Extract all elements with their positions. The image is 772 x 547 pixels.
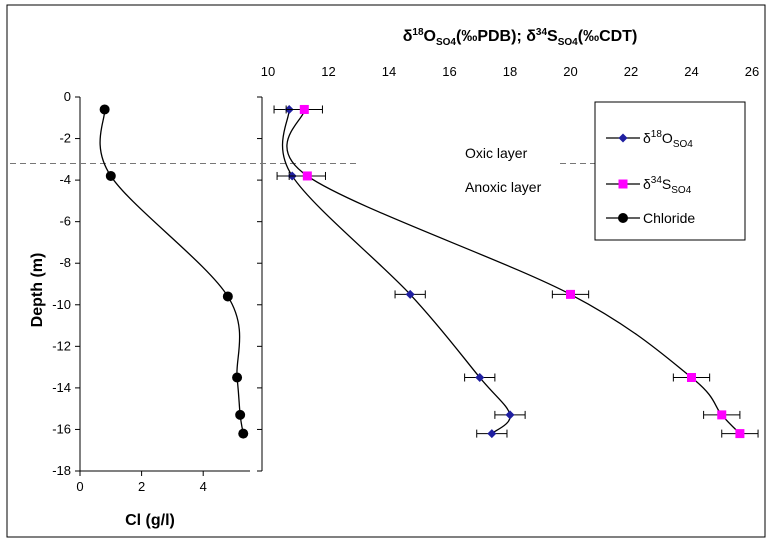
y-tick-label: -10: [52, 297, 71, 312]
oxic-layer-label: Oxic layer: [465, 145, 528, 161]
y-tick-label: 0: [64, 89, 71, 104]
isotope-x-tick-label: 24: [684, 64, 698, 79]
legend-chloride-marker: [618, 213, 628, 223]
legend-d34s-marker: [618, 179, 628, 189]
d34s-point: [735, 429, 745, 439]
chloride-point: [105, 170, 116, 181]
d34s-point: [302, 171, 312, 181]
d34s-point: [566, 289, 575, 299]
isotope-x-tick-label: 18: [503, 64, 517, 79]
chloride-point: [99, 104, 110, 115]
chloride-x-tick-label: 2: [138, 479, 145, 494]
d18o-point: [487, 429, 497, 439]
y-tick-label: -18: [52, 463, 71, 478]
chloride-x-axis-title: Cl (g/l): [125, 512, 175, 529]
isotope-x-tick-label: 22: [624, 64, 638, 79]
isotope-x-tick-label: 12: [321, 64, 335, 79]
chloride-x-tick-label: 4: [200, 479, 207, 494]
isotope-x-tick-label: 10: [261, 64, 275, 79]
d34s-point: [687, 373, 696, 382]
y-axis-title: Depth (m): [29, 253, 46, 328]
y-tick-label: -4: [59, 172, 71, 187]
isotope-x-tick-label: 20: [563, 64, 577, 79]
d18o-point: [475, 373, 485, 382]
chloride-point: [222, 291, 233, 302]
isotope-x-tick-label: 14: [382, 64, 396, 79]
y-tick-label: -8: [59, 255, 71, 270]
series-layer: [99, 104, 759, 439]
isotope-axis-title: δ18OSO4(‰PDB); δ34SSO4(‰CDT): [403, 27, 638, 48]
legend: δ18OSO4 δ34SSO4 Chloride: [594, 101, 746, 241]
legend-d18o-marker: [618, 133, 628, 143]
chloride-point: [235, 409, 246, 420]
chloride-x-tick-label: 0: [76, 479, 83, 494]
y-tick-label: -12: [52, 338, 71, 353]
chloride-axes: 0 -2 -4 -6 -8 -10 -12 -14 -16 -18 0 2 4: [52, 89, 250, 494]
y-tick-label: -6: [59, 214, 71, 229]
d34s-point: [717, 410, 727, 420]
legend-label: δ18OSO4: [643, 129, 693, 150]
isotope-x-tick-label: 26: [745, 64, 759, 79]
legend-label: Chloride: [643, 210, 695, 226]
anoxic-layer-label: Anoxic layer: [465, 179, 542, 195]
isotope-x-tick-label: 16: [442, 64, 456, 79]
y-tick-label: -2: [59, 131, 71, 146]
d18o-point: [405, 289, 415, 299]
d34s-point: [299, 104, 309, 114]
d18o-point: [505, 410, 515, 420]
legend-label: δ34SSO4: [643, 175, 692, 196]
chloride-point: [232, 372, 243, 383]
isotope-axes: 10 12 14 16 18 20 22 24 26: [257, 64, 759, 472]
chloride-point: [238, 428, 249, 439]
y-tick-label: -16: [52, 421, 71, 436]
legend-box: [594, 101, 746, 241]
y-tick-label: -14: [52, 380, 71, 395]
